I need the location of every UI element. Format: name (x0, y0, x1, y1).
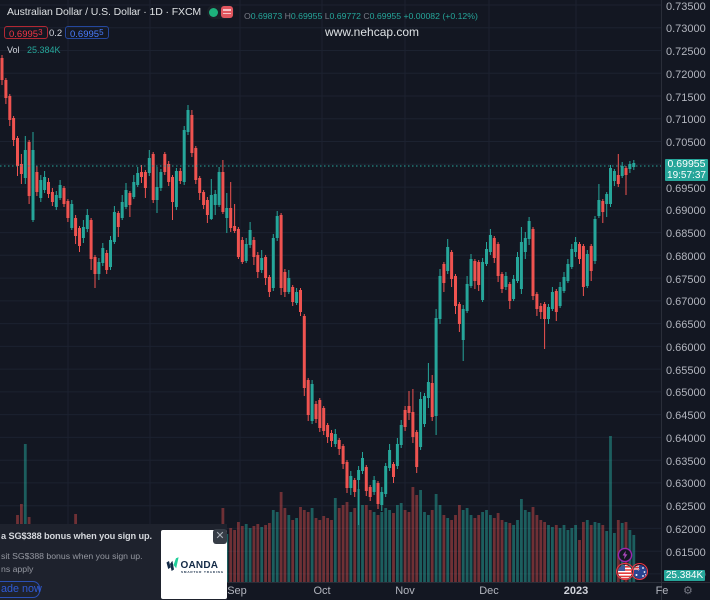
svg-text:SMARTER TRADING: SMARTER TRADING (181, 570, 224, 574)
svg-text:OANDA: OANDA (181, 560, 219, 571)
